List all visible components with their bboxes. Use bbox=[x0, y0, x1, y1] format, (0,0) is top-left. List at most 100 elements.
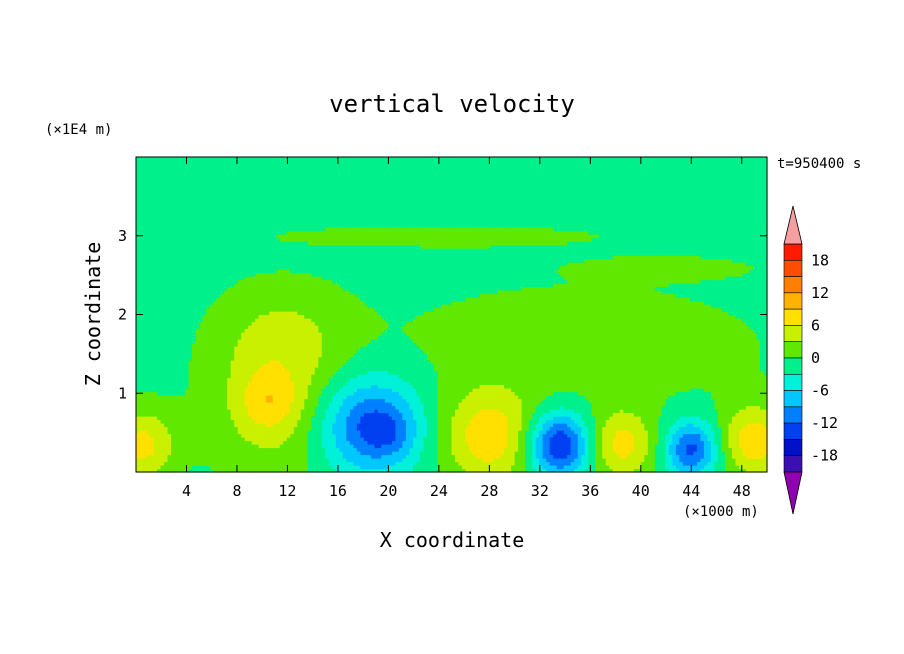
contour-cell bbox=[136, 377, 141, 382]
contour-cell bbox=[595, 423, 600, 428]
contour-cell bbox=[360, 468, 365, 473]
contour-cell bbox=[507, 388, 512, 393]
contour-cell bbox=[707, 426, 712, 431]
contour-cell bbox=[682, 451, 687, 456]
contour-cell bbox=[539, 447, 544, 452]
contour-cell bbox=[447, 454, 453, 459]
contour-cell bbox=[588, 398, 593, 403]
contour-cell bbox=[703, 384, 709, 389]
contour-cell bbox=[745, 423, 751, 428]
contour-cell bbox=[497, 391, 502, 396]
contour-cell bbox=[724, 402, 730, 407]
contour-cell bbox=[714, 433, 719, 438]
contour-cell bbox=[717, 451, 723, 456]
contour-cell bbox=[398, 419, 404, 424]
contour-cell bbox=[220, 377, 225, 382]
contour-cell bbox=[731, 430, 737, 435]
contour-cell bbox=[567, 419, 572, 424]
contour-cell bbox=[633, 461, 638, 466]
contour-cell bbox=[549, 437, 554, 442]
contour-cell bbox=[717, 444, 723, 449]
contour-cell bbox=[416, 465, 421, 470]
contour-cell bbox=[476, 447, 481, 452]
contour-cell bbox=[567, 423, 572, 428]
contour-cell bbox=[616, 468, 621, 473]
contour-cell bbox=[672, 395, 677, 400]
contour-cell bbox=[377, 426, 382, 431]
contour-cell bbox=[234, 430, 239, 435]
contour-cell bbox=[581, 409, 586, 414]
contour-cell bbox=[654, 461, 659, 466]
contour-cell bbox=[612, 423, 617, 428]
contour-cell bbox=[136, 402, 141, 407]
contour-cell bbox=[181, 381, 186, 386]
contour-cell bbox=[507, 444, 512, 449]
contour-cell bbox=[595, 447, 600, 452]
contour-cell bbox=[279, 465, 284, 470]
contour-cell bbox=[251, 437, 256, 442]
contour-cell bbox=[325, 416, 330, 421]
contour-cell bbox=[472, 419, 477, 424]
contour-cell bbox=[493, 437, 498, 442]
contour-cell bbox=[752, 426, 758, 431]
contour-cell bbox=[174, 384, 179, 389]
contour-cell bbox=[626, 405, 631, 410]
contour-cell bbox=[679, 426, 684, 431]
contour-cell bbox=[360, 454, 365, 459]
contour-cell bbox=[598, 440, 603, 445]
contour-cell bbox=[469, 430, 474, 435]
contour-cell bbox=[171, 423, 176, 428]
contour-cell bbox=[749, 451, 754, 456]
contour-cell bbox=[356, 458, 361, 463]
contour-cell bbox=[311, 395, 316, 400]
contour-cell bbox=[272, 433, 277, 438]
contour-cell bbox=[244, 377, 249, 382]
contour-cell bbox=[542, 409, 547, 414]
contour-cell bbox=[605, 395, 610, 400]
contour-cell bbox=[717, 391, 723, 396]
contour-cell bbox=[342, 433, 347, 438]
contour-cell bbox=[686, 468, 691, 473]
contour-cell bbox=[146, 465, 151, 470]
contour-cell bbox=[542, 384, 547, 389]
contour-cell bbox=[388, 426, 393, 431]
contour-cell bbox=[402, 440, 407, 445]
contour-cell bbox=[546, 458, 551, 463]
contour-cell bbox=[574, 454, 579, 459]
contour-cell bbox=[300, 468, 305, 473]
contour-cell bbox=[150, 440, 155, 445]
contour-cell bbox=[679, 458, 684, 463]
contour-cell bbox=[612, 444, 617, 449]
contour-cell bbox=[658, 440, 663, 445]
contour-cell bbox=[447, 416, 453, 421]
contour-cell bbox=[307, 419, 312, 424]
contour-cell bbox=[430, 440, 435, 445]
contour-cell bbox=[609, 395, 614, 400]
contour-cell bbox=[164, 426, 169, 431]
contour-cell bbox=[300, 409, 305, 414]
contour-cell bbox=[465, 440, 470, 445]
contour-cell bbox=[644, 377, 649, 382]
contour-cell bbox=[521, 444, 526, 449]
contour-cell bbox=[493, 447, 498, 452]
contour-cell bbox=[293, 409, 298, 414]
contour-cell bbox=[255, 468, 260, 473]
contour-cell bbox=[367, 384, 372, 389]
contour-cell bbox=[321, 402, 326, 407]
contour-cell bbox=[409, 468, 414, 473]
contour-cell bbox=[518, 454, 523, 459]
contour-cell bbox=[328, 458, 333, 463]
contour-cell bbox=[283, 423, 288, 428]
contour-cell bbox=[395, 426, 400, 431]
contour-cell bbox=[689, 433, 694, 438]
contour-cell bbox=[262, 391, 267, 396]
contour-cell bbox=[609, 409, 614, 414]
contour-cell bbox=[153, 461, 158, 466]
contour-cell bbox=[455, 395, 460, 400]
contour-cell bbox=[686, 412, 691, 417]
contour-cell bbox=[290, 426, 295, 431]
contour-cell bbox=[293, 402, 298, 407]
contour-cell bbox=[195, 458, 200, 463]
contour-cell bbox=[440, 398, 446, 403]
contour-cell bbox=[328, 433, 333, 438]
